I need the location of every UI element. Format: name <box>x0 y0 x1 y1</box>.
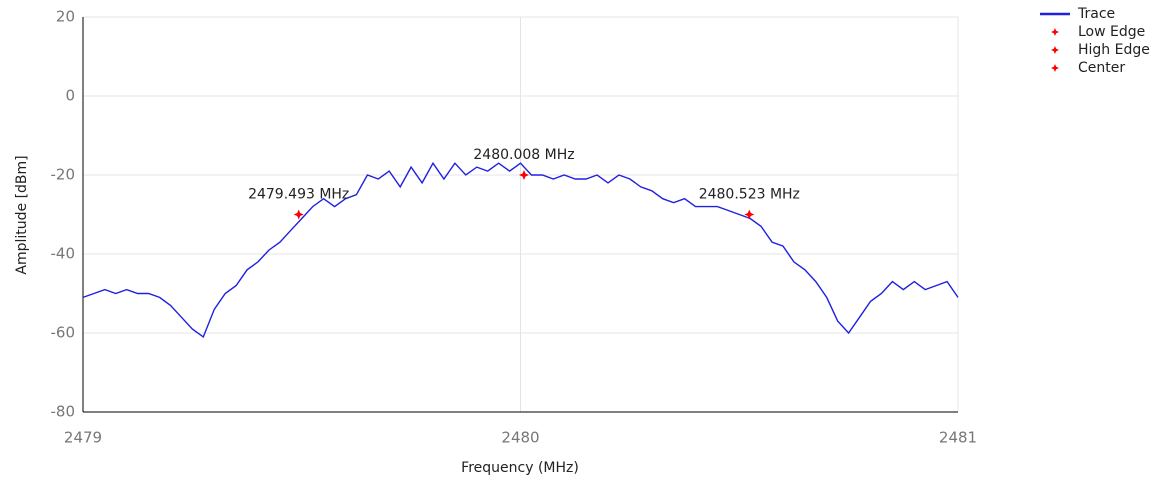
x-tick-label: 2479 <box>64 429 102 447</box>
marker-label: 2479.493 MHz <box>248 187 349 203</box>
marker <box>293 209 304 220</box>
legend-label: Trace <box>1077 6 1115 22</box>
marker <box>744 209 755 220</box>
y-tick-label: 0 <box>65 87 75 105</box>
trace-line <box>82 161 959 338</box>
legend-swatch <box>1051 28 1059 36</box>
marker-label: 2480.523 MHz <box>699 187 800 203</box>
marker <box>519 170 529 180</box>
x-tick-label: 2480 <box>501 429 539 447</box>
legend-swatch <box>1051 64 1059 72</box>
legend-label: High Edge <box>1078 42 1150 58</box>
y-tick-label: -40 <box>51 245 76 263</box>
marker-label: 2480.008 MHz <box>473 147 574 163</box>
y-tick-label: -20 <box>51 166 76 184</box>
y-tick-label: -60 <box>51 324 76 342</box>
legend-label: Low Edge <box>1078 24 1145 40</box>
y-tick-label: -80 <box>51 403 76 421</box>
legend-swatch <box>1051 46 1059 54</box>
y-axis-label: Amplitude [dBm] <box>14 155 30 274</box>
x-axis-label: Frequency (MHz) <box>461 460 579 476</box>
x-tick-label: 2481 <box>939 429 977 447</box>
y-tick-label: 20 <box>56 8 75 26</box>
legend-label: Center <box>1078 60 1125 76</box>
